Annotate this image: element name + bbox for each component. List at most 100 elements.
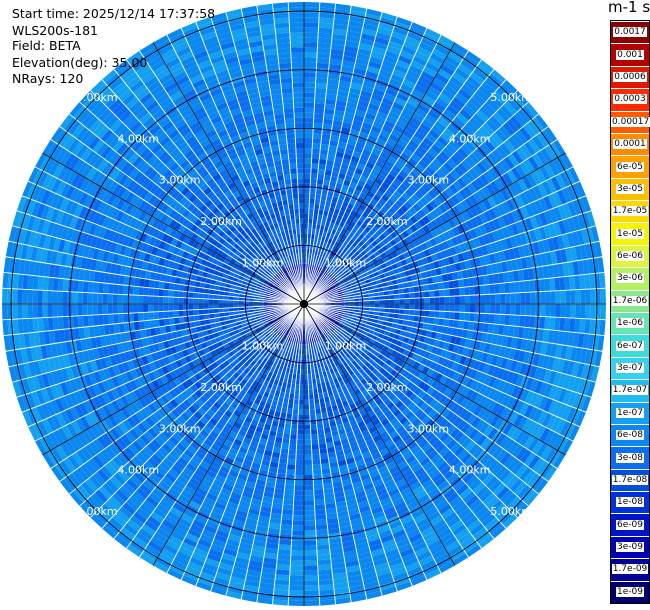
ppi-cell bbox=[294, 479, 304, 486]
ppi-cell bbox=[319, 153, 328, 160]
ppi-cell bbox=[308, 218, 313, 224]
ppi-cell bbox=[529, 279, 536, 293]
ppi-cell bbox=[519, 192, 530, 206]
ppi-cell bbox=[594, 241, 603, 258]
ppi-cell bbox=[304, 183, 311, 189]
ppi-cell bbox=[304, 213, 309, 219]
ppi-cell bbox=[456, 270, 464, 280]
ppi-cell bbox=[315, 224, 321, 231]
ppi-cell bbox=[402, 178, 412, 189]
ppi-cell bbox=[581, 212, 591, 229]
ppi-cell bbox=[339, 244, 346, 252]
ppi-cell bbox=[483, 138, 496, 152]
ppi-cell bbox=[365, 161, 375, 170]
ppi-cell bbox=[304, 153, 312, 159]
ppi-cell bbox=[576, 213, 586, 230]
ppi-cell bbox=[433, 139, 446, 151]
ppi-cell bbox=[576, 229, 585, 246]
ppi-cell bbox=[304, 102, 315, 108]
ppi-cell bbox=[487, 274, 495, 285]
ppi-cell bbox=[490, 241, 499, 254]
ppi-cell bbox=[376, 26, 393, 36]
ppi-cell bbox=[449, 296, 455, 304]
ppi-cell bbox=[304, 57, 317, 63]
ppi-cell bbox=[527, 267, 535, 281]
ppi-cell bbox=[468, 194, 479, 206]
ppi-cell bbox=[388, 168, 399, 178]
ppi-cell bbox=[383, 142, 395, 152]
ppi-cell bbox=[357, 47, 372, 57]
ppi-cell bbox=[310, 434, 319, 440]
ppi-cell bbox=[318, 163, 327, 170]
ppi-cell bbox=[312, 459, 321, 465]
ppi-cell bbox=[462, 104, 476, 117]
ppi-cell bbox=[466, 75, 482, 89]
ppi-cell bbox=[329, 268, 335, 275]
ppi-cell bbox=[432, 77, 447, 89]
ppi-cell bbox=[466, 249, 475, 260]
ppi-cell bbox=[559, 317, 566, 332]
ppi-cell bbox=[414, 252, 422, 261]
ppi-cell bbox=[386, 198, 395, 207]
ppi-cell bbox=[360, 33, 376, 42]
ppi-cell bbox=[377, 287, 384, 293]
ppi-cell bbox=[374, 296, 380, 301]
ppi-cell bbox=[358, 265, 366, 272]
ppi-cell bbox=[448, 139, 461, 151]
ppi-cell bbox=[308, 213, 314, 219]
ppi-cell bbox=[460, 143, 473, 156]
ppi-cell bbox=[537, 182, 548, 198]
ppi-cell bbox=[469, 295, 476, 304]
ppi-cell bbox=[469, 304, 476, 313]
ppi-cell bbox=[469, 286, 475, 296]
ppi-cell bbox=[442, 59, 458, 72]
ppi-cell bbox=[281, 443, 290, 450]
ppi-cell bbox=[550, 290, 556, 304]
ppi-cell bbox=[526, 173, 538, 188]
ppi-cell bbox=[537, 240, 546, 254]
ppi-cell bbox=[304, 233, 308, 239]
ppi-cell bbox=[431, 48, 448, 60]
ppi-cell bbox=[449, 304, 455, 312]
ppi-cell bbox=[487, 135, 500, 149]
ppi-cell bbox=[547, 193, 558, 209]
ppi-cell bbox=[318, 209, 324, 216]
ppi-cell bbox=[345, 249, 352, 256]
ppi-cell bbox=[438, 150, 450, 162]
ppi-cell bbox=[448, 319, 455, 328]
ppi-cell bbox=[530, 304, 536, 317]
ppi-cell bbox=[495, 145, 508, 160]
ppi-cell bbox=[446, 238, 455, 249]
ppi-cell bbox=[311, 269, 315, 276]
ppi-cell bbox=[446, 124, 459, 136]
ppi-cell bbox=[543, 224, 552, 239]
ppi-cell bbox=[397, 54, 413, 65]
ppi-cell bbox=[466, 182, 478, 195]
ppi-cell bbox=[564, 247, 573, 263]
ppi-cell bbox=[455, 131, 468, 144]
ppi-cell bbox=[331, 251, 337, 258]
ppi-cell bbox=[291, 419, 298, 425]
ppi-cell bbox=[491, 148, 504, 162]
ppi-cell bbox=[459, 287, 465, 296]
ppi-cell bbox=[481, 122, 495, 136]
ppi-cell bbox=[341, 158, 351, 166]
ppi-cell bbox=[482, 233, 491, 245]
ppi-cell bbox=[425, 202, 435, 213]
ppi-cell bbox=[406, 31, 423, 42]
ppi-cell bbox=[281, 514, 293, 521]
ppi-cell bbox=[336, 268, 342, 274]
ppi-cell bbox=[463, 240, 472, 252]
ppi-cell bbox=[333, 241, 340, 248]
ppi-cell bbox=[425, 165, 436, 176]
ppi-cell bbox=[511, 150, 524, 165]
ppi-cell bbox=[369, 152, 380, 161]
ppi-cell bbox=[304, 193, 310, 199]
ppi-cell bbox=[539, 278, 546, 292]
ppi-cell bbox=[438, 258, 445, 268]
ppi-cell bbox=[590, 304, 596, 320]
ppi-cell bbox=[515, 257, 523, 271]
ppi-cell bbox=[386, 280, 393, 287]
ppi-cell bbox=[328, 144, 338, 152]
ppi-cell bbox=[433, 282, 440, 291]
